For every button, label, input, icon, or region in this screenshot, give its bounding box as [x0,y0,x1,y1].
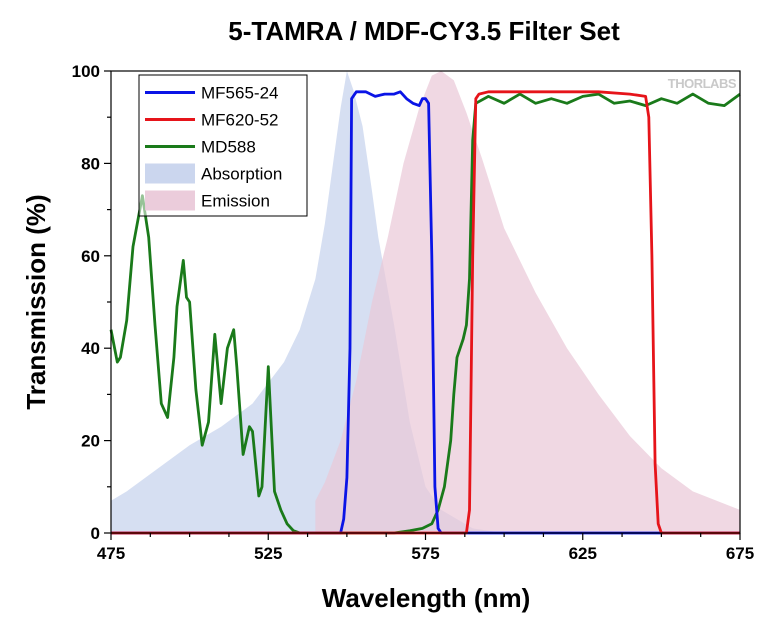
y-tick-label: 80 [81,154,100,173]
x-tick-label: 525 [254,544,282,563]
x-axis-label: Wavelength (nm) [322,583,530,613]
mf565-24-legend-label: MF565-24 [201,84,278,103]
y-axis-label: Transmission (%) [21,194,51,409]
y-tick-label: 0 [91,524,100,543]
y-axis: 0 20 40 60 80 100 [72,62,111,543]
mf620-52-line [111,90,740,535]
x-tick-label: 625 [569,544,597,563]
x-tick-label: 575 [411,544,439,563]
emission-legend-label: Emission [201,192,270,211]
y-tick-label: 40 [81,339,100,358]
y-tick-label: 60 [81,247,100,266]
chart-title: 5-TAMRA / MDF-CY3.5 Filter Set [228,16,620,46]
emission-area [315,71,740,533]
thorlabs-logo: THORLABS [668,76,737,91]
absorption-legend-swatch [145,163,195,184]
y-tick-label: 100 [72,62,100,81]
x-tick-label: 675 [726,544,754,563]
x-axis: 475 525 575 625 675 [97,533,754,563]
area-layer [111,71,740,533]
x-tick-label: 475 [97,544,125,563]
legend: MF565-24 MF620-52 MD588 Absorption Emission [138,74,308,217]
mf620-52-legend-label: MF620-52 [201,111,278,130]
absorption-legend-label: Absorption [201,165,282,184]
y-tick-label: 20 [81,432,100,451]
emission-legend-swatch [145,190,195,211]
mf565-24-line [111,90,740,535]
md588-legend-label: MD588 [201,138,256,157]
